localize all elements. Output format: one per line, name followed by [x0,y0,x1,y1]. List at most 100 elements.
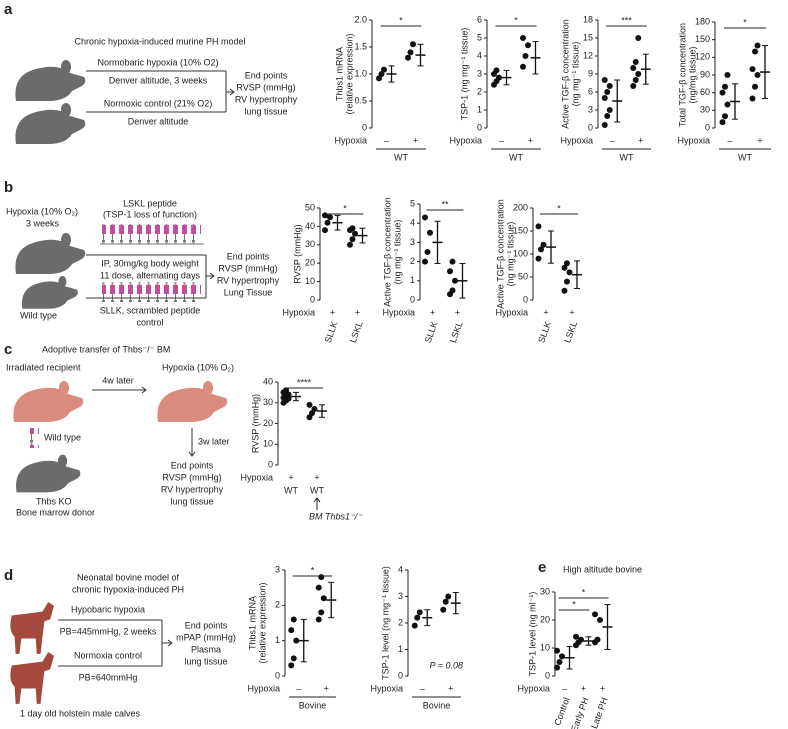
x-row-label: Hypoxia [560,135,593,145]
data-point [722,113,728,120]
data-point [601,122,608,128]
data-point [752,83,758,90]
panel-label: a [4,1,13,18]
data-point [724,72,731,78]
y-tick-label: 0 [275,670,280,680]
data-point [288,662,295,669]
y-axis-label: RVSP (mmHg) [292,224,302,283]
data-point [327,214,333,221]
y-tick-label: 40 [305,221,315,231]
x-tick-label: WT [284,485,298,495]
hypoxia-sign: + [543,307,548,317]
y-axis-label: (relative expression) [344,33,354,114]
annotation-arrow [313,497,321,510]
data-point [630,65,637,71]
data-point [452,277,458,284]
annotation: P = 0.08 [430,660,463,670]
y-tick-label: 100 [513,248,528,258]
y-tick-label: 3 [477,68,482,78]
diagram-text: Irradiated recipient [6,362,81,372]
data-point [722,83,728,90]
x-tick-label: WT [310,485,324,495]
y-tick-label: 120 [695,52,710,62]
mouse-icon [151,381,228,426]
diagram-text: IP, 30mg/kg body weight [101,258,199,268]
y-axis-label: (ng mg⁻¹ tissue) [570,42,580,107]
mouse-icon [10,454,81,496]
diagram-text: RV hypertrophy [217,275,280,285]
hypoxia-sign: + [430,307,435,317]
data-point [449,258,456,265]
data-point [283,387,289,394]
diagram-text: Hypoxia (10% O₂) [162,362,234,372]
x-tick-label: LSKL [348,320,365,344]
data-point [427,229,433,236]
group-label: WT [394,152,408,162]
y-tick-label: 1 [398,644,403,654]
data-point [520,63,526,70]
diagram-text: Hypobaric hypoxia [71,604,145,614]
chart: 0 3 6 9 12 15 18 Active TGF-β concentration (ng … [560,14,651,162]
significance-label: * [557,203,561,213]
data-point [752,48,758,55]
chart: 0 0.5 1.0 1.5 2.0 Thbs1 mRNA (relative express… [334,14,426,162]
diagram-text: lung tissue [184,656,227,666]
y-tick-label: 5 [477,32,482,42]
x-tick-label: LSKL [562,320,579,344]
data-point [493,67,500,74]
diagram-text: Adoptive transfer of Thbs⁻/⁻ BM [42,344,170,354]
hypoxia-sign: + [600,683,605,693]
diagram-b: Hypoxia (10% O₂) 3 weeks LSKL peptide (T… [6,198,280,327]
syringe [30,428,39,448]
hypoxia-sign: + [528,135,533,145]
diagram-d: Neonatal bovine model of chronic hypoxia… [10,572,236,718]
diagram-text: chronic hypoxia-induced PH [72,584,184,594]
diagram-text: 11 dose, alternating days [100,270,200,280]
mouse-icon [17,276,78,312]
data-point [290,655,297,662]
y-tick-label: 10 [305,276,315,286]
data-point [447,268,453,275]
chart: 0 50 100 150 200 Active TGF-β concentration (n… [495,199,582,344]
y-tick-label: 4 [398,564,403,574]
y-tick-label: 3 [588,104,593,114]
significance-label: * [311,565,315,575]
data-point [352,230,358,237]
y-axis-label: RVSP (mmHg) [250,394,260,453]
data-point [597,617,603,623]
hypoxia-sign: + [581,683,586,693]
group-label: WT [620,152,634,162]
significance-label: **** [297,377,312,387]
data-point [411,622,418,629]
x-row-label: Hypoxia [282,307,315,317]
annotation: BM Thbs1⁻/⁻ [309,511,363,521]
y-tick-label: 6 [477,14,482,24]
data-point [606,83,613,89]
y-tick-label: 0 [545,670,550,680]
y-tick-label: 30 [540,586,550,596]
data-point [754,42,761,49]
x-row-label: Hypoxia [449,135,482,145]
data-point [324,219,331,226]
diagram-text: End points [185,620,228,630]
y-axis-label: (ng/mg tissue) [687,46,697,103]
diagram-text: PB=445mmHg, 2 weeks [60,626,157,636]
y-tick-label: 40 [263,376,273,386]
mouse-icon [9,233,86,278]
significance-label: * [572,599,576,609]
diagram-text: End points [227,251,270,261]
diagram-text: Bone marrow donor [16,507,95,517]
data-point [601,95,608,101]
significance-label: * [399,15,403,25]
chart: 0 30 60 90 120 150 180 Total TGF-β concentratio… [677,16,771,162]
data-point [601,77,608,83]
data-point [290,616,297,623]
hypoxia-sign: + [569,307,574,317]
diagram-text: Normoxia control [74,650,142,660]
data-point [520,35,526,41]
y-tick-label: 10 [263,439,273,449]
data-point [594,636,601,643]
data-point [410,41,416,48]
